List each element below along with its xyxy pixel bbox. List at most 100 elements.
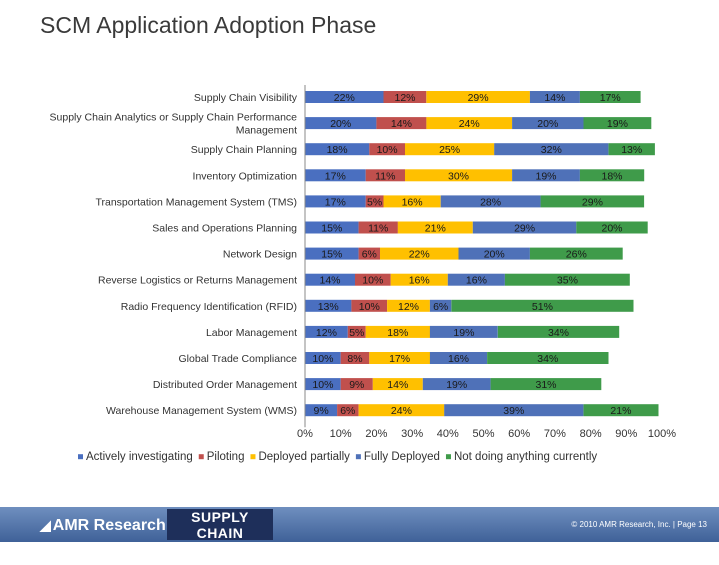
data-label: 19% [446,379,467,391]
legend-swatch [198,454,204,460]
data-label: 29% [468,92,489,104]
data-label: 34% [537,353,558,365]
bar-segment [397,221,473,234]
x-tick-label: 80% [580,428,602,440]
data-label: 17% [325,170,346,182]
legend-swatch [78,454,83,460]
data-label: 15% [321,223,342,235]
bar-segment [579,169,645,182]
data-label: 17% [325,196,346,208]
bar-segment [358,404,445,417]
bar-segment [340,352,370,364]
bar-segment [380,247,459,260]
category-label: Global Trade Compliance [179,353,298,365]
data-label: 21% [610,405,631,417]
bar-segment [608,143,655,156]
bar-segment [383,91,427,103]
legend-entry: Actively investigating [86,451,193,463]
x-tick-label: 30% [401,428,423,440]
legend-swatch [445,454,451,460]
bar-segment [305,195,366,208]
data-label: 13% [318,301,339,313]
data-label: 5% [367,196,382,208]
x-tick-label: 70% [544,428,566,440]
data-label: 18% [601,170,622,182]
bar-segment [447,273,505,286]
adoption-stacked-bar-chart: 22% 12% 29% 14% 17% 20% 14% 24% 20% 19% 18% 10% 25% 3… [50,85,676,463]
bar-segment [390,273,448,286]
bar-segment [576,221,648,234]
data-label: 13% [621,144,642,156]
bar-segment [376,117,427,130]
category-label: Distributed Order Management [153,379,297,391]
brand-name: AMR Research [52,517,166,534]
bar-segment [579,91,641,103]
category-label: Supply Chain Planning [191,144,297,156]
bar-segment [369,352,430,364]
data-label: 14% [387,379,408,391]
data-label: 19% [535,170,556,182]
category-label: Warehouse Management System (WMS) [106,405,297,417]
data-label: 26% [566,249,587,261]
data-label: 10% [377,144,398,156]
category-label: Labor Management [206,327,297,339]
data-label: 14% [391,118,412,130]
data-label: 25% [439,144,460,156]
bar-segment [429,325,498,338]
bar-segment [405,169,513,182]
bar-segment [365,169,405,182]
data-label: 19% [607,118,628,130]
data-label: 20% [330,118,351,130]
bar-segment [490,378,602,391]
conference-logo: SUPPLY CHAIN EXECUTIVE CONFERENCE [167,509,273,564]
data-label: 16% [402,196,423,208]
data-label: 9% [314,405,329,417]
bar-segment [340,378,373,391]
data-label: 11% [375,170,395,182]
bar-segment [365,325,430,338]
data-label: 6% [340,405,355,417]
x-tick-label: 100% [648,428,676,440]
bar-segment [372,378,423,391]
bar-segment [422,378,491,391]
bar-segment [305,299,352,312]
copyright-text: © 2010 AMR Research, Inc. | Page 13 [571,520,707,529]
data-label: 22% [409,249,430,261]
data-label: 34% [548,327,569,339]
legend-entry: Not doing anything currently [454,451,597,463]
legend-entry: Fully Deployed [364,451,440,463]
bar-segment [440,195,541,208]
data-label: 12% [398,301,419,313]
data-label: 39% [503,405,524,417]
data-label: 8% [347,353,362,365]
page-title: SCM Application Adoption Phase [40,12,377,38]
bar-segment [305,91,384,103]
data-label: 12% [394,92,415,104]
bar-segment [305,117,377,130]
legend-swatch [355,454,361,460]
bar-segment [305,404,338,417]
data-label: 18% [327,144,348,156]
legend: Actively investigating Piloting Deployed p… [78,451,597,463]
data-label: 31% [535,379,556,391]
x-tick-label: 90% [615,428,637,440]
category-label: Supply Chain Analytics or Supply Chain P… [50,112,298,137]
bar-segment [358,247,380,260]
bar-segment [305,378,341,391]
data-label: 10% [312,379,333,391]
bar-segment [305,169,366,182]
bar-segment [451,299,634,312]
data-label: 6% [362,249,377,261]
amr-logo-icon: ◢ [40,517,51,533]
category-label: Reverse Logistics or Returns Management [98,275,297,287]
footer-bar: ◢ AMR Research SUPPLY CHAIN EXECUTIVE CON… [0,507,719,564]
bar-segment [383,195,441,208]
bar-segment [429,299,452,312]
data-label: 14% [319,275,340,287]
data-label: 17% [389,353,410,365]
bar-segment [472,221,577,234]
data-label: 10% [359,301,380,313]
bar-segment [365,195,384,208]
bar-segment [458,247,530,260]
data-label: 16% [448,353,469,365]
